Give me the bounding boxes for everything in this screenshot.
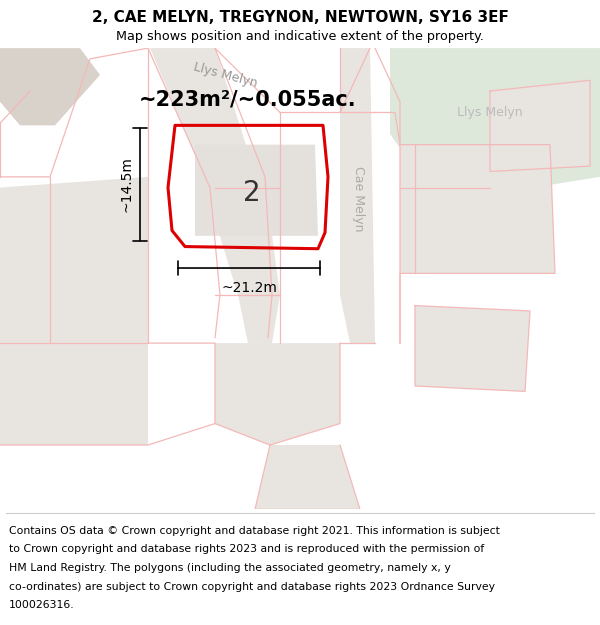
Polygon shape: [415, 306, 530, 391]
Text: 2: 2: [243, 179, 261, 207]
Text: Map shows position and indicative extent of the property.: Map shows position and indicative extent…: [116, 30, 484, 43]
Text: Contains OS data © Crown copyright and database right 2021. This information is : Contains OS data © Crown copyright and d…: [9, 526, 500, 536]
Text: HM Land Registry. The polygons (including the associated geometry, namely x, y: HM Land Registry. The polygons (includin…: [9, 563, 451, 573]
Polygon shape: [340, 48, 375, 343]
Text: 2, CAE MELYN, TREGYNON, NEWTOWN, SY16 3EF: 2, CAE MELYN, TREGYNON, NEWTOWN, SY16 3E…: [92, 9, 508, 24]
Polygon shape: [255, 445, 360, 509]
Polygon shape: [150, 48, 280, 343]
Text: co-ordinates) are subject to Crown copyright and database rights 2023 Ordnance S: co-ordinates) are subject to Crown copyr…: [9, 582, 495, 592]
Polygon shape: [0, 343, 148, 445]
Text: ~14.5m: ~14.5m: [120, 156, 134, 212]
Text: Llys Melyn: Llys Melyn: [191, 60, 259, 90]
Text: ~21.2m: ~21.2m: [221, 281, 277, 295]
Text: 100026316.: 100026316.: [9, 601, 74, 611]
Text: ~223m²/~0.055ac.: ~223m²/~0.055ac.: [139, 89, 357, 109]
Text: Llys Melyn: Llys Melyn: [457, 106, 523, 119]
Polygon shape: [0, 48, 600, 509]
Polygon shape: [0, 48, 100, 126]
Polygon shape: [0, 177, 148, 343]
Polygon shape: [195, 144, 318, 236]
Polygon shape: [390, 48, 600, 193]
Polygon shape: [490, 80, 590, 171]
Polygon shape: [400, 144, 555, 273]
Text: to Crown copyright and database rights 2023 and is reproduced with the permissio: to Crown copyright and database rights 2…: [9, 544, 484, 554]
Polygon shape: [215, 343, 340, 445]
Text: Cae Melyn: Cae Melyn: [352, 166, 365, 231]
